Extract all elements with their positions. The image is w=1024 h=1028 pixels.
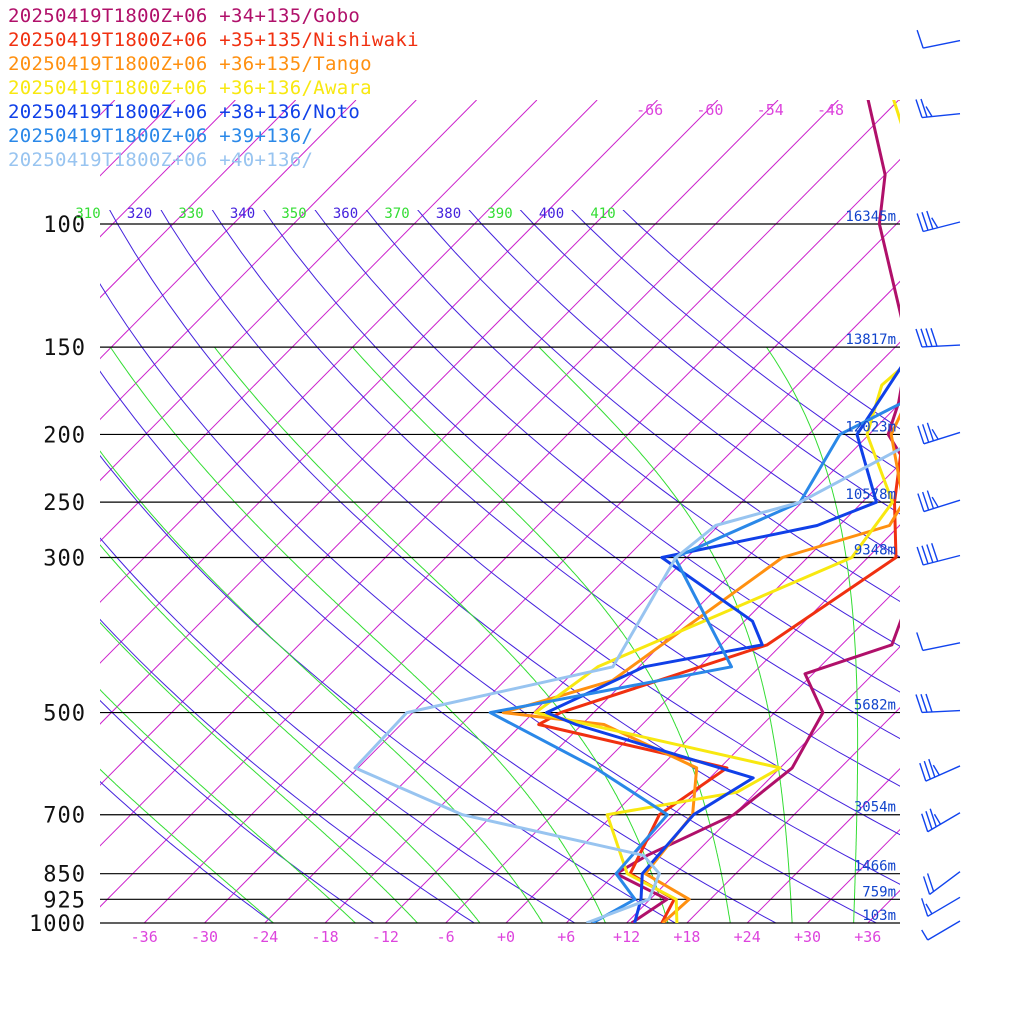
height-label: 9348m [854,543,896,559]
theta-label: 310 [75,206,100,222]
legend-entry: 20250419T1800Z+06 +36+135/Tango [8,52,419,76]
wind-barb [917,211,960,232]
legend-entry: 20250419T1800Z+06 +35+135/Nishiwaki [8,28,419,52]
height-label: 10578m [845,487,896,503]
wind-barb [922,897,960,916]
height-label: 16345m [845,209,896,225]
temperature-tick-label: -36 [131,928,158,946]
wind-barb [916,99,960,118]
series-line-0 [616,43,930,924]
temperature-tick-label: -12 [372,928,399,946]
pressure-label: 300 [43,547,86,572]
wind-barb [917,632,960,650]
temperature-tick-label: +12 [613,928,640,946]
dry-adiabat-line [554,192,1024,938]
wind-barb [924,872,960,895]
wind-barb [918,491,960,512]
theta-label: 410 [590,206,615,222]
isotherm-line [988,100,1024,923]
moist-adiabat-line [29,347,552,938]
temperature-tick-label: +30 [794,928,821,946]
theta-label: 320 [127,206,152,222]
theta-label: 380 [436,206,461,222]
height-label: 103m [862,908,896,924]
upper-temperature-label: -66 [636,101,663,119]
pressure-label: 250 [43,491,86,516]
temperature-tick-label: -6 [437,928,455,946]
height-label: 3054m [854,800,896,816]
wind-barb [920,759,960,781]
series-line-4 [547,69,988,923]
wind-barb [922,921,960,940]
dry-adiabat-line [605,192,1024,938]
temperature-tick-label: +0 [497,928,515,946]
theta-label: 400 [539,206,564,222]
theta-label: 340 [230,206,255,222]
theta-label: 330 [178,206,203,222]
temperature-tick-label: +6 [557,928,575,946]
moist-adiabats [0,347,858,938]
dry-adiabat-line [0,192,702,938]
height-label: 5682m [854,698,896,714]
theta-label: 360 [333,206,358,222]
pressure-label: 700 [43,804,86,829]
dry-adiabat-line [49,192,905,938]
pressure-label: 500 [43,702,86,727]
series-line-5 [490,43,1012,924]
legend-entry: 20250419T1800Z+06 +39+136/ [8,124,419,148]
pressure-label: 850 [43,863,86,888]
theta-label: 390 [487,206,512,222]
temperature-tick-label: +18 [673,928,700,946]
pressure-label: 150 [43,336,86,361]
wind-barbs [916,30,960,940]
wind-barb [917,30,960,48]
pressure-label: 925 [43,888,86,913]
legend-entry: 20250419T1800Z+06 +34+135/Gobo [8,4,419,28]
wind-barb [922,809,960,832]
height-label: 12023m [845,419,896,435]
pressure-label: 1000 [29,912,86,937]
temperature-tick-label: +36 [854,928,881,946]
wind-barb [917,543,960,565]
theta-label: 350 [281,206,306,222]
temperature-tick-label: -18 [312,928,339,946]
wind-barb [916,328,960,347]
legend-entry: 20250419T1800Z+06 +40+136/ [8,148,419,172]
series-line-1 [539,43,959,924]
height-label: 1466m [854,859,896,875]
wind-barb [916,694,960,713]
temperature-tick-label: -24 [251,928,278,946]
height-label: 759m [862,884,896,900]
height-label: 13817m [845,332,896,348]
wind-barb [918,423,960,444]
temperature-tick-label: -30 [191,928,218,946]
dry-adiabat-line [251,192,1024,938]
temperature-tick-label: +24 [734,928,761,946]
pressure-label: 200 [43,423,86,448]
legend-entry: 20250419T1800Z+06 +36+136/Awara [8,76,419,100]
isobars [100,224,900,923]
upper-temperature-label: -60 [696,101,723,119]
isotherm-line [928,100,1024,923]
upper-temperature-label: -48 [817,101,844,119]
legend-entry: 20250419T1800Z+06 +38+136/Noto [8,100,419,124]
dry-adiabat-line [504,192,1024,938]
upper-temperature-label: -54 [757,101,784,119]
theta-label: 370 [384,206,409,222]
